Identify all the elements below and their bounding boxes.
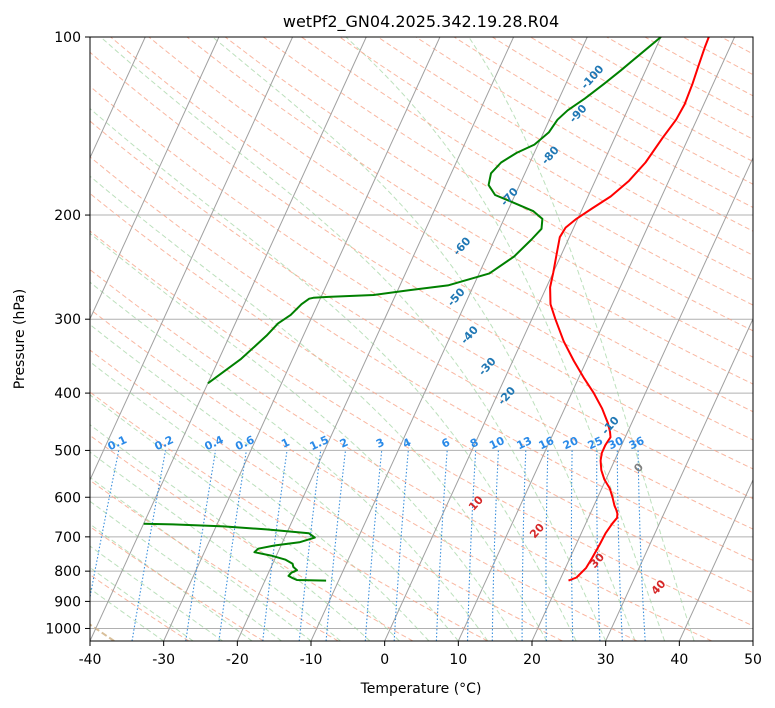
- dry-adiabat-line: [90, 268, 712, 641]
- moist-adiabat-line: [100, 37, 607, 641]
- y-tick-label: 100: [54, 30, 81, 46]
- dry-adiabat-line: [148, 37, 753, 413]
- chart-title: wetPf2_GN04.2025.342.19.28.R04: [283, 12, 559, 32]
- moist-adiabat-line: [90, 323, 459, 641]
- isotherm-line: [0, 37, 72, 641]
- dry-adiabat-line: [90, 120, 753, 530]
- dry-adiabat-line: [110, 37, 753, 441]
- moist-adiabat-line: [90, 394, 400, 641]
- mixing-ratio-label: 10: [487, 434, 507, 452]
- x-axis-label: Temperature (°C): [360, 681, 482, 697]
- isotherm-line: [678, 478, 753, 641]
- y-tick-label: 700: [54, 530, 81, 546]
- mixing-ratio-label: 20: [561, 434, 581, 452]
- mixing-ratio-label: 25: [586, 434, 605, 452]
- y-tick-label: 900: [54, 594, 81, 610]
- dry-adiabat-line: [90, 85, 753, 500]
- mixing-ratio-line: [596, 450, 601, 641]
- isotherm-line: [90, 37, 146, 160]
- mixing-ratio-line: [570, 450, 574, 641]
- y-tick-label: 200: [54, 208, 81, 224]
- dry-adiabat-line: [90, 230, 753, 627]
- mixing-ratio-line: [466, 450, 477, 641]
- moist-adiabat-line: [90, 232, 518, 641]
- moist-adiabat-line: [90, 588, 164, 641]
- moist-adiabat-line: [90, 451, 341, 641]
- dry-adiabat-line: [90, 574, 190, 641]
- mixing-ratio-label: 30: [606, 434, 626, 452]
- y-tick-label: 500: [54, 443, 81, 459]
- moist-adiabat-line: [345, 37, 666, 641]
- moist-adiabat-line: [90, 566, 194, 641]
- dry-adiabat-line: [224, 37, 753, 358]
- moist-adiabat-line: [468, 37, 695, 641]
- isotherm-line: [90, 37, 220, 321]
- mixing-ratio-line: [298, 450, 322, 641]
- mixing-ratio-label: 13: [515, 434, 534, 452]
- y-tick-label: 1000: [45, 621, 81, 637]
- plot-area: [90, 37, 753, 641]
- x-tick-label: 50: [744, 652, 762, 668]
- y-axis-label: Pressure (hPa): [12, 289, 28, 389]
- mixing-ratio-line: [637, 450, 646, 641]
- isotherm-line: [90, 37, 367, 641]
- plot-frame: [89, 36, 754, 642]
- moist-adiabat-line: [90, 361, 430, 641]
- mixing-ratio-line: [616, 450, 623, 641]
- x-tick-label: 40: [670, 652, 688, 668]
- x-tick-label: -20: [226, 652, 249, 668]
- x-tick-label: 30: [597, 652, 615, 668]
- dewpoint-profile-line-2: [207, 37, 662, 385]
- mixing-ratio-line: [364, 450, 383, 641]
- isotherm-line: [236, 37, 515, 641]
- mixing-ratio-line: [393, 450, 409, 641]
- y-tick-label: 800: [54, 564, 81, 580]
- y-tick-label: 400: [54, 386, 81, 402]
- mixing-ratio-line: [435, 450, 448, 641]
- mixing-ratio-line: [325, 450, 347, 641]
- moist-adiabat-line: [90, 281, 489, 641]
- isotherm-line: [163, 37, 441, 641]
- isotherm-line: [457, 37, 736, 641]
- isotherm-line: [384, 37, 662, 641]
- mixing-ratio-line: [521, 450, 527, 641]
- dewpoint-profile-line-1: [143, 522, 327, 582]
- isotherm-line: [90, 37, 294, 482]
- moist-adiabat-line: [90, 424, 371, 641]
- dry-adiabat-line: [90, 349, 563, 641]
- x-tick-label: -40: [79, 652, 102, 668]
- moist-adiabat-line: [90, 107, 577, 641]
- x-tick-label: -10: [300, 652, 323, 668]
- mixing-ratio-label: 36: [627, 434, 647, 452]
- mixing-ratio-line: [491, 450, 499, 641]
- isotherm-line: [605, 317, 753, 641]
- moist-adiabat-line: [90, 545, 223, 641]
- y-tick-label: 300: [54, 312, 81, 328]
- temperature-profile-line: [549, 37, 710, 582]
- x-tick-label: 0: [380, 652, 389, 668]
- y-tick-label: 600: [54, 490, 81, 506]
- x-tick-label: -30: [152, 652, 175, 668]
- mixing-ratio-label: 16: [537, 434, 557, 452]
- isotherm-line: [531, 156, 753, 641]
- dry-adiabat-line: [759, 37, 775, 641]
- x-tick-label: 10: [449, 652, 467, 668]
- dry-adiabat-line: [186, 37, 753, 385]
- x-tick-label: 20: [523, 652, 541, 668]
- isotherm-line: [752, 639, 753, 641]
- dry-adiabat-line: [90, 391, 488, 641]
- mixing-ratio-line: [545, 450, 549, 641]
